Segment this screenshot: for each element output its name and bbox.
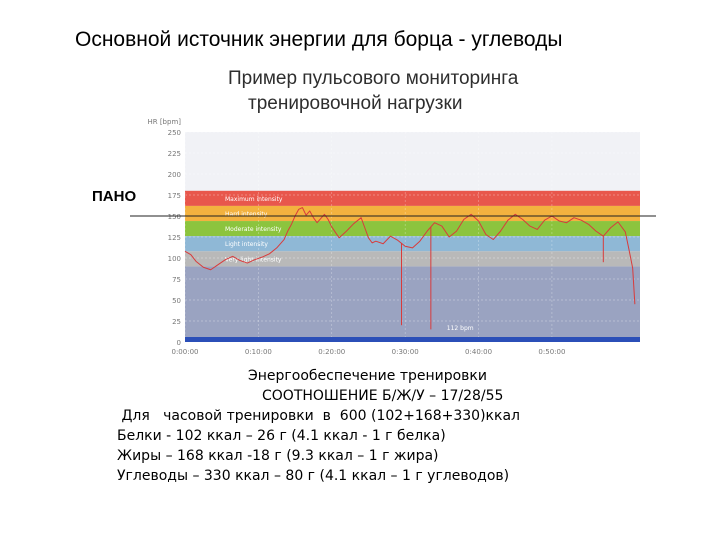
y-tick-label: 250 (168, 129, 181, 137)
y-tick-label: 200 (168, 171, 181, 179)
y-tick-label: 0 (177, 339, 181, 347)
y-tick-label: 175 (168, 192, 181, 200)
protein-line: Белки - 102 ккал – 26 г (4.1 ккал - 1 г … (117, 428, 446, 444)
x-tick-label: 0:50:00 (538, 348, 565, 356)
ratio-line: СООТНОШЕНИЕ Б/Ж/У – 17/28/55 (262, 388, 504, 404)
x-tick-label: 0:20:00 (318, 348, 345, 356)
lower-hr-region (185, 266, 640, 342)
pano-label: ПАНО (92, 188, 137, 205)
zone-band (185, 251, 640, 267)
y-tick-label: 150 (168, 213, 181, 221)
hr-series-line (184, 207, 636, 305)
x-tick-label: 0:30:00 (392, 348, 419, 356)
y-tick-label: 100 (168, 255, 181, 263)
x-tick-label: 0:40:00 (465, 348, 492, 356)
heart-rate-chart: Maximum intensity Hard intensity Moderate … (130, 118, 656, 356)
chart-subtitle-line-1: Пример пульсового мониторинга (228, 68, 519, 89)
y-axis-label: HR [bpm] (147, 118, 181, 126)
x-tick-label: 0:00:00 (172, 348, 199, 356)
y-tick-label: 125 (168, 234, 181, 242)
energy-text-block: Энергообеспечение тренировки СООТНОШЕНИЕ… (117, 366, 520, 486)
total-kcal-line: Для часовой тренировки в 600 (102+168+33… (117, 408, 520, 424)
y-tick-label: 50 (172, 297, 181, 305)
zone-label: Moderate intensity (225, 226, 282, 233)
energy-heading: Энергообеспечение тренировки (248, 368, 487, 384)
y-tick-label: 75 (172, 276, 181, 284)
zone-label: Light intensity (225, 241, 268, 248)
x-tick-label: 0:10:00 (245, 348, 272, 356)
carbs-line: Углеводы – 330 ккал – 80 г (4.1 ккал – 1… (117, 468, 510, 484)
zone-band (185, 236, 640, 252)
zone-band (185, 221, 640, 237)
y-tick-label: 25 (172, 318, 181, 326)
page-title: Основной источник энергии для борца - уг… (75, 28, 563, 51)
bottom-bar (185, 337, 640, 342)
annotation-label: 112 bpm (447, 325, 474, 332)
zone-label: Maximum intensity (225, 196, 283, 203)
zone-band (185, 190, 640, 206)
fat-line: Жиры – 168 ккал -18 г (9.3 ккал – 1 г жи… (117, 448, 439, 464)
zone-label: Hard intensity (225, 211, 268, 218)
chart-subtitle: Пример пульсового мониторинга тренировоч… (228, 66, 518, 116)
y-tick-label: 225 (168, 150, 181, 158)
chart-subtitle-line-2: тренировочной нагрузки (248, 93, 463, 114)
